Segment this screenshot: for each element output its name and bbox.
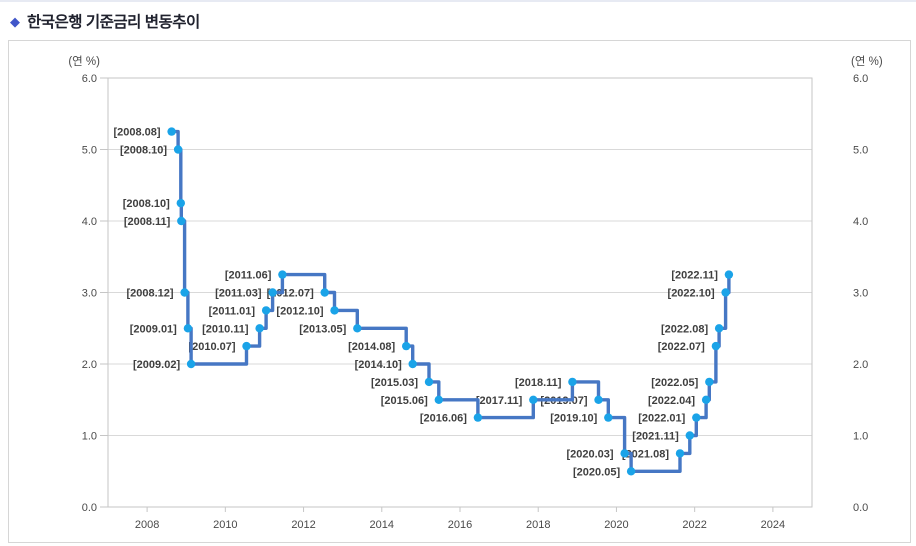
data-point-marker — [692, 413, 701, 422]
data-point-marker — [675, 449, 685, 458]
data-point-label: [2014.08] — [348, 341, 395, 353]
data-point-marker — [721, 288, 730, 297]
data-point-marker — [604, 413, 613, 422]
data-point-marker — [176, 198, 185, 208]
data-point-label: [2020.03] — [566, 448, 613, 460]
data-point-label: [2009.01] — [130, 323, 177, 335]
data-point-marker — [685, 431, 694, 440]
data-point-label: [2022.07] — [658, 341, 705, 353]
data-point-marker — [353, 324, 362, 333]
data-point-label: [2018.11] — [515, 377, 562, 389]
data-point-marker — [180, 288, 189, 297]
data-point-marker — [701, 395, 711, 404]
data-point-marker — [255, 324, 264, 333]
data-point-marker — [424, 377, 434, 387]
data-point-label: [2012.07] — [267, 288, 314, 300]
data-point-label: [2014.10] — [355, 359, 402, 371]
data-point-label: [2013.05] — [299, 323, 346, 335]
y-tick-label-right: 5.0 — [853, 145, 868, 157]
data-point-label: [2015.03] — [371, 377, 418, 389]
data-point-label: [2008.11] — [124, 216, 171, 228]
data-point-label: [2008.10] — [123, 198, 170, 210]
x-tick-label: 2020 — [604, 519, 628, 531]
y-tick-label-left: 2.0 — [82, 359, 97, 371]
data-point-marker — [705, 377, 714, 387]
data-point-marker — [714, 324, 724, 333]
data-point-marker — [186, 359, 196, 369]
data-point-marker — [724, 270, 734, 279]
data-point-label: [2010.11] — [202, 323, 249, 335]
y-axis-unit-label-left: (연 %) — [68, 56, 100, 68]
page-title-row: ◆ 한국은행 기준금리 변동추이 — [10, 10, 200, 32]
data-point-label: [2011.01] — [209, 305, 256, 317]
y-tick-label-left: 4.0 — [82, 216, 97, 228]
data-point-label: [2021.08] — [622, 448, 669, 460]
data-point-label: [2021.11] — [632, 431, 679, 443]
data-point-marker — [594, 395, 603, 404]
data-point-marker — [626, 467, 636, 476]
data-point-label: [2022.01] — [638, 413, 685, 425]
data-point-marker — [320, 288, 329, 297]
x-tick-label: 2012 — [291, 519, 315, 531]
data-point-label: [2011.03] — [215, 288, 262, 300]
data-point-marker — [408, 359, 417, 369]
y-tick-label-left: 3.0 — [82, 288, 97, 300]
data-point-marker — [711, 341, 721, 351]
data-point-marker — [330, 306, 339, 315]
data-point-label: [2008.12] — [126, 288, 173, 300]
y-tick-label-right: 2.0 — [853, 359, 868, 371]
data-point-label: [2016.06] — [420, 413, 467, 425]
data-point-label: [2022.05] — [651, 377, 698, 389]
data-point-marker — [177, 216, 186, 226]
chart-panel — [8, 40, 911, 543]
y-tick-label-right: 0.0 — [853, 502, 868, 514]
data-point-label: [2008.08] — [113, 127, 160, 139]
data-point-label: [2008.10] — [120, 145, 167, 157]
x-tick-label: 2024 — [761, 519, 785, 531]
data-point-marker — [268, 288, 277, 297]
y-tick-label-right: 3.0 — [853, 288, 868, 300]
data-point-marker — [183, 324, 193, 333]
x-tick-label: 2018 — [526, 519, 550, 531]
data-point-marker — [620, 449, 629, 458]
y-tick-label-left: 1.0 — [82, 431, 97, 443]
y-tick-label-left: 6.0 — [82, 73, 97, 85]
diamond-icon: ◆ — [10, 13, 20, 29]
data-point-label: [2022.04] — [648, 395, 695, 407]
x-tick-label: 2014 — [370, 519, 394, 531]
data-point-label: [2011.06] — [225, 270, 272, 282]
x-tick-label: 2008 — [135, 519, 159, 531]
data-point-marker — [261, 306, 271, 315]
y-tick-label-left: 5.0 — [82, 145, 97, 157]
data-point-marker — [568, 377, 577, 387]
data-point-marker — [529, 395, 538, 404]
x-tick-label: 2022 — [682, 519, 706, 531]
data-point-label: [2015.06] — [381, 395, 428, 407]
y-tick-label-right: 4.0 — [853, 216, 868, 228]
data-point-label: [2019.10] — [550, 413, 597, 425]
data-point-marker — [402, 341, 411, 351]
page-title: 한국은행 기준금리 변동추이 — [27, 14, 200, 31]
data-point-marker — [473, 413, 483, 422]
data-point-marker — [173, 145, 183, 154]
x-tick-label: 2016 — [448, 519, 472, 531]
data-point-label: [2009.02] — [133, 359, 180, 371]
data-point-label: [2017.11] — [476, 395, 523, 407]
data-point-label: [2010.07] — [188, 341, 235, 353]
data-point-label: [2020.05] — [573, 466, 620, 478]
data-point-marker — [434, 395, 443, 404]
y-tick-label-right: 6.0 — [853, 73, 868, 85]
x-tick-label: 2010 — [213, 519, 237, 531]
y-axis-unit-label-right: (연 %) — [851, 56, 883, 68]
data-point-label: [2022.10] — [668, 288, 715, 300]
data-point-marker — [167, 127, 176, 136]
y-tick-label-right: 1.0 — [853, 431, 868, 443]
data-point-label: [2022.11] — [671, 270, 718, 282]
data-point-label: [2022.08] — [661, 323, 708, 335]
y-tick-label-left: 0.0 — [82, 502, 97, 514]
data-point-marker — [242, 341, 251, 351]
data-point-marker — [278, 270, 287, 279]
data-point-label: [2012.10] — [276, 305, 323, 317]
